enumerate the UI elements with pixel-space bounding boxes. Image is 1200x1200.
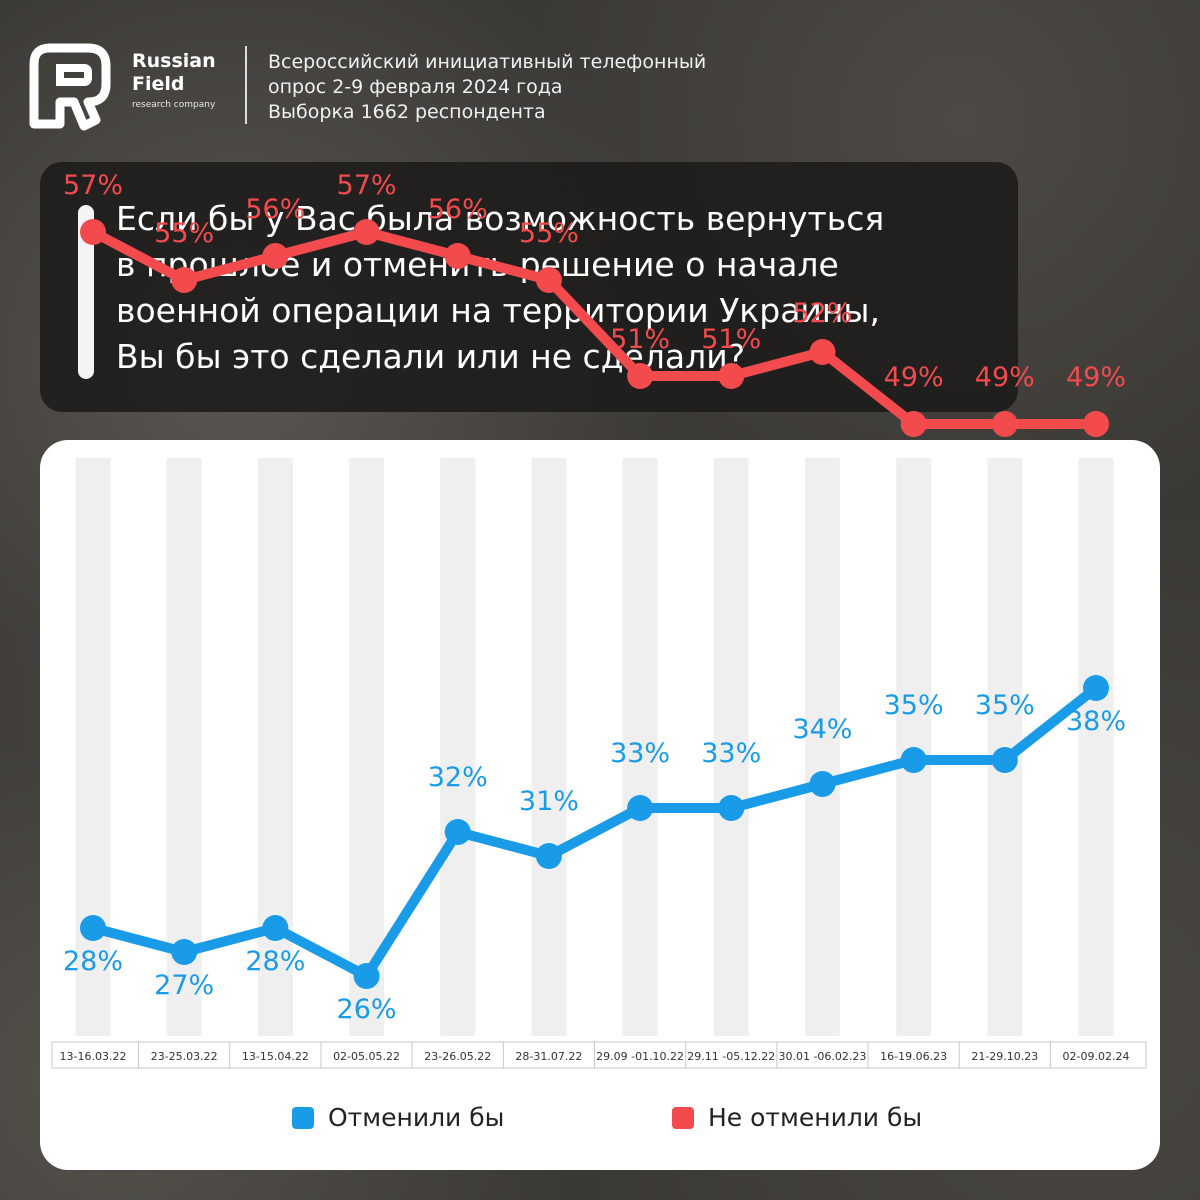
x-tick-label: 16-19.06.23: [880, 1050, 947, 1063]
data-label: 34%: [792, 714, 852, 745]
legend-item-not-cancel: Не отменили бы: [672, 1103, 922, 1132]
data-label: 28%: [245, 946, 305, 977]
data-point: [718, 363, 745, 389]
data-label: 33%: [701, 738, 761, 769]
data-point: [535, 267, 562, 293]
data-point: [627, 795, 654, 821]
x-axis-frame: [51, 1041, 1147, 1069]
russian-field-logo: [29, 43, 111, 131]
data-point: [1083, 675, 1109, 701]
data-point: [444, 819, 471, 845]
brand: Russian Field research company: [132, 50, 216, 110]
survey-line-1: Всероссийский инициативный телефонный: [268, 51, 707, 73]
data-label: 51%: [701, 324, 761, 355]
grid-column: [713, 458, 749, 1036]
data-label: 35%: [975, 690, 1035, 721]
question-line-3: военной операции на территории Украины,: [116, 291, 880, 330]
series-line-cancel: [88, 683, 1101, 981]
data-label: 28%: [63, 946, 123, 977]
data-point: [535, 843, 562, 869]
data-label: 27%: [154, 970, 214, 1001]
data-label: 55%: [519, 218, 579, 249]
data-point: [718, 795, 745, 821]
data-label: 31%: [519, 786, 579, 817]
x-tick-label: 21-29.10.23: [971, 1050, 1038, 1063]
survey-info: Всероссийский инициативный телефонный оп…: [268, 50, 706, 125]
x-tick-label: 23-25.03.22: [151, 1050, 218, 1063]
data-point: [353, 963, 380, 989]
data-point: [900, 411, 927, 437]
data-point: [809, 771, 836, 797]
data-point: [262, 243, 289, 269]
survey-line-2: опрос 2-9 февраля 2024 года: [268, 76, 563, 98]
data-label: 49%: [975, 362, 1035, 393]
legend-swatch-red: [672, 1106, 694, 1129]
data-label: 56%: [245, 194, 305, 225]
data-label: 55%: [154, 218, 214, 249]
header-divider: [245, 46, 247, 124]
data-label: 51%: [610, 324, 670, 355]
x-tick-label: 28-31.07.22: [515, 1050, 582, 1063]
data-point: [900, 747, 927, 773]
x-tick-label: 23-26.05.22: [424, 1050, 491, 1063]
question-accent-bar: [78, 205, 94, 379]
data-point: [991, 747, 1018, 773]
brand-tagline: research company: [132, 100, 216, 110]
series-line-not-cancel: [88, 227, 1101, 429]
legend-swatch-blue: [292, 1106, 314, 1129]
data-point: [353, 219, 380, 245]
grid-column: [440, 458, 476, 1036]
x-tick-label: 30.01 -06.02.23: [778, 1050, 866, 1063]
question-line-1: Если бы у Вас была возможность вернуться: [116, 199, 885, 238]
data-point: [171, 267, 198, 293]
x-tick-label: 29.09 -01.10.22: [596, 1050, 684, 1063]
x-tick-label: 02-05.05.22: [333, 1050, 400, 1063]
data-label: 32%: [428, 762, 488, 793]
data-label: 49%: [884, 362, 944, 393]
grid-column: [1078, 458, 1114, 1036]
data-label: 38%: [1066, 706, 1126, 737]
data-label: 26%: [337, 994, 397, 1025]
x-tick-label: 29.11 -05.12.22: [687, 1050, 775, 1063]
data-point: [262, 915, 289, 941]
data-point: [80, 219, 106, 245]
data-label: 33%: [610, 738, 670, 769]
data-label: 56%: [428, 194, 488, 225]
brand-name-line1: Russian: [132, 50, 216, 72]
data-point: [809, 339, 836, 365]
data-point: [991, 411, 1018, 437]
grid-column: [349, 458, 385, 1036]
grid-column: [804, 458, 840, 1036]
data-label: 57%: [337, 170, 397, 201]
x-tick-label: 13-15.04.22: [242, 1050, 309, 1063]
data-point: [627, 363, 654, 389]
legend-label-not-cancel: Не отменили бы: [708, 1103, 923, 1132]
legend-item-cancel: Отменили бы: [292, 1103, 504, 1132]
data-label: 49%: [1066, 362, 1126, 393]
data-label: 52%: [792, 298, 852, 329]
survey-line-3: Выборка 1662 респондента: [268, 101, 546, 123]
data-label: 35%: [884, 690, 944, 721]
question-panel: [40, 162, 1018, 412]
x-tick-label: 13-16.03.22: [60, 1050, 127, 1063]
grid-column: [531, 458, 567, 1036]
data-point: [1083, 411, 1109, 437]
brand-name-line2: Field: [132, 73, 185, 95]
x-tick-label: 02-09.02.24: [1063, 1050, 1130, 1063]
data-point: [444, 243, 471, 269]
data-label: 57%: [63, 170, 123, 201]
grid-column: [622, 458, 658, 1036]
data-point: [171, 939, 198, 965]
legend-label-cancel: Отменили бы: [328, 1103, 505, 1132]
data-point: [80, 915, 106, 941]
